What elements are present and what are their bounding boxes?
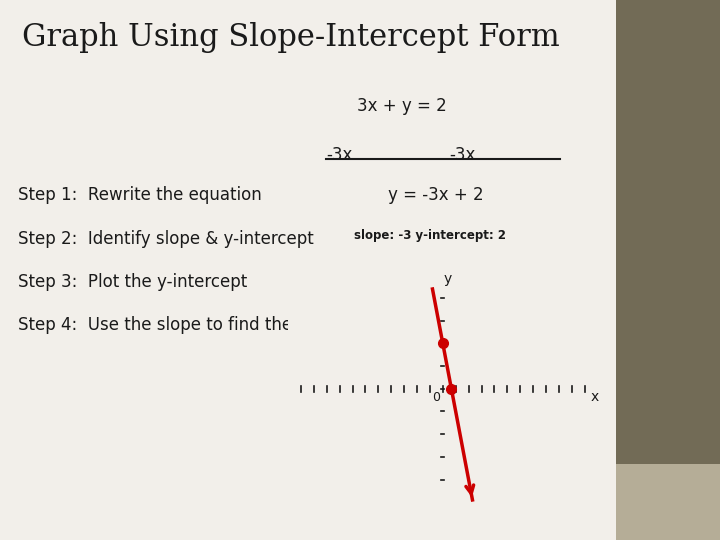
Text: x: x bbox=[591, 390, 599, 404]
Text: Step 4:  Use the slope to find the 2nd point.: Step 4: Use the slope to find the 2nd po… bbox=[19, 316, 382, 334]
Text: slope: -3 y-intercept: 2: slope: -3 y-intercept: 2 bbox=[354, 230, 506, 242]
Text: y: y bbox=[444, 272, 452, 286]
Text: Step 1:  Rewrite the equation: Step 1: Rewrite the equation bbox=[19, 186, 262, 204]
Text: Step 3:  Plot the y-intercept: Step 3: Plot the y-intercept bbox=[19, 273, 248, 291]
Text: y = -3x + 2: y = -3x + 2 bbox=[388, 186, 483, 204]
Text: -3x: -3x bbox=[326, 146, 353, 164]
Text: 3x + y = 2: 3x + y = 2 bbox=[357, 97, 447, 115]
Text: Graph Using Slope-Intercept Form: Graph Using Slope-Intercept Form bbox=[22, 22, 559, 52]
Text: 0: 0 bbox=[432, 391, 440, 404]
Text: Step 2:  Identify slope & y-intercept: Step 2: Identify slope & y-intercept bbox=[19, 230, 314, 247]
Text: -3x: -3x bbox=[449, 146, 476, 164]
